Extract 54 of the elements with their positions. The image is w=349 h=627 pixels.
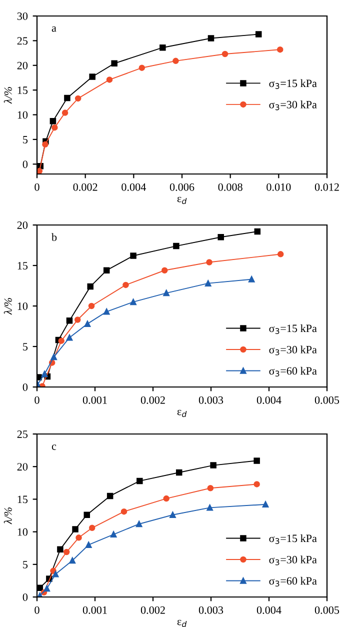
y-tick-label: 10 — [18, 111, 28, 119]
x-tick-label: 0.004 — [122, 183, 146, 191]
annotation: a — [52, 26, 56, 32]
x-tick-label: 0.002 — [73, 183, 98, 191]
y-tick-label: 5 — [23, 343, 28, 350]
y-tick-label: 15 — [18, 496, 28, 504]
x-tick-label: 0 — [34, 396, 40, 404]
y-tick-label: 0 — [22, 160, 28, 168]
legend-label: σ$_{3}$=15 kPa — [269, 534, 317, 544]
x-tick-label: 0.003 — [198, 396, 224, 404]
x-tick-label: 0.001 — [82, 606, 107, 614]
x-tick-label: 0.004 — [256, 396, 282, 404]
y-tick-label: 30 — [17, 12, 28, 20]
y-tick-label: 10 — [18, 302, 28, 310]
x-tick-label: 0.002 — [140, 396, 165, 404]
legend-label: σ$_{3}$=60 kPa — [269, 366, 317, 376]
x-axis-title: ε$_{d}$ — [177, 410, 187, 418]
legend-label: σ$_{3}$=15 kPa — [269, 324, 317, 334]
y-tick-label: 10 — [18, 528, 28, 536]
y-tick-label: 5 — [23, 560, 28, 568]
x-axis-title: ε$_{d}$ — [177, 196, 187, 204]
annotation: c — [52, 444, 56, 450]
y-tick-label: 25 — [17, 37, 28, 45]
x-tick-label: 0.010 — [266, 183, 291, 191]
x-tick-label: 0.012 — [314, 183, 339, 191]
y-tick-label: 20 — [17, 463, 28, 471]
y-tick-label: 20 — [17, 62, 28, 70]
legend-label: σ$_{3}$=60 kPa — [269, 576, 317, 586]
y-axis-title: λ/% — [4, 87, 12, 104]
legend-label: σ$_{3}$=30 kPa — [269, 556, 317, 566]
x-tick-label: 0.001 — [82, 396, 107, 404]
y-tick-label: 5 — [23, 136, 28, 144]
x-tick-label: 0.002 — [140, 606, 165, 614]
y-tick-label: 15 — [18, 262, 28, 270]
x-tick-label: 0.005 — [314, 606, 340, 614]
legend-label: σ$_{3}$=30 kPa — [269, 100, 317, 110]
x-tick-label: 0.006 — [170, 183, 194, 191]
x-tick-label: 0 — [34, 183, 40, 191]
y-axis-title: λ/% — [4, 508, 12, 524]
x-axis-title: ε$_{d}$ — [177, 620, 187, 627]
y-tick-label: 25 — [17, 430, 28, 438]
y-tick-label: 15 — [18, 86, 28, 94]
x-tick-label: 0 — [34, 606, 40, 614]
y-axis-title: λ/% — [4, 298, 12, 315]
y-tick-label: 20 — [17, 221, 28, 229]
y-tick-label: 0 — [22, 383, 28, 391]
y-tick-label: 0 — [22, 593, 28, 601]
legend-label: σ$_{3}$=15 kPa — [269, 79, 317, 89]
x-tick-label: 0.008 — [218, 183, 242, 191]
x-tick-label: 0.003 — [198, 606, 224, 614]
x-tick-label: 0.005 — [314, 396, 340, 404]
legend-label: σ$_{3}$=30 kPa — [269, 346, 317, 356]
x-tick-label: 0.004 — [256, 606, 282, 614]
annotation: b — [52, 233, 57, 241]
